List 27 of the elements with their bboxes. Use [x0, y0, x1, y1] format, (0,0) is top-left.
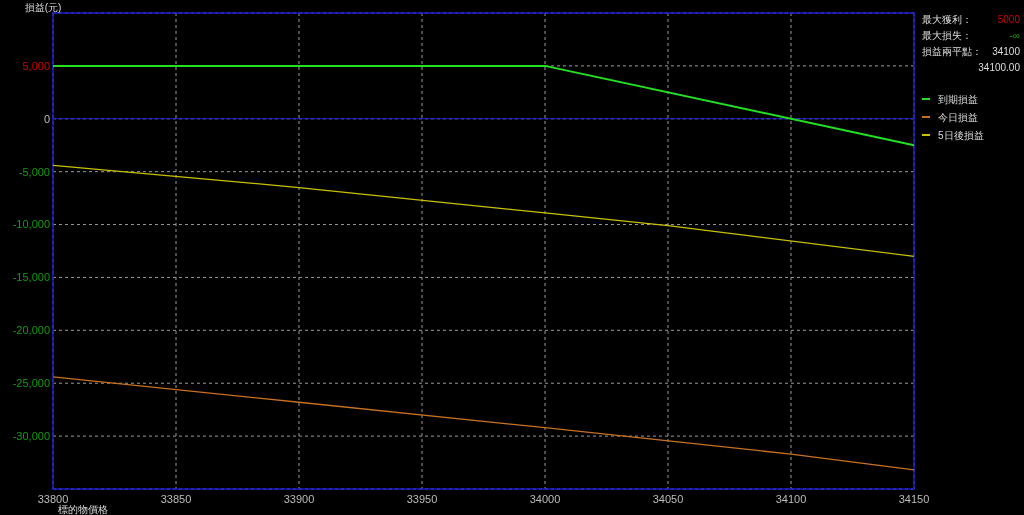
line-series	[52, 164, 915, 257]
x-tick-label: 33900	[283, 493, 315, 505]
y-tick-label: -25,000	[12, 377, 50, 390]
x-tick-label: 33950	[406, 493, 438, 505]
y-tick-label: -5,000	[18, 165, 50, 178]
text: 損益兩平點： 34100	[922, 46, 1021, 57]
legend-label: 5日後損益	[938, 129, 984, 141]
x-tick-label: 34000	[529, 493, 561, 505]
legend-label: 今日損益	[938, 111, 978, 123]
y-tick-label: -10,000	[12, 218, 50, 231]
x-tick-label: 33800	[37, 493, 69, 505]
legend-label: 到期損益	[938, 93, 978, 105]
x-axis-title: 標的物價格	[58, 504, 108, 515]
y-tick-label: 0	[43, 112, 50, 125]
text: 最大獲利： 5000	[922, 14, 1020, 25]
x-tick-label: 33850	[160, 493, 192, 505]
x-tick-label: 34150	[898, 493, 930, 505]
text: 34100.00	[978, 62, 1021, 73]
y-tick-label: 5,000	[22, 59, 50, 72]
y-tick-label: -15,000	[12, 271, 50, 284]
text: 最大損失： -∞	[922, 30, 1020, 41]
x-tick-label: 34050	[652, 493, 684, 505]
y-axis-title: 損益(元)	[24, 2, 62, 13]
y-tick-label: -30,000	[12, 429, 50, 442]
line-series	[52, 376, 915, 471]
y-tick-label: -20,000	[12, 324, 50, 337]
x-tick-label: 34100	[775, 493, 807, 505]
